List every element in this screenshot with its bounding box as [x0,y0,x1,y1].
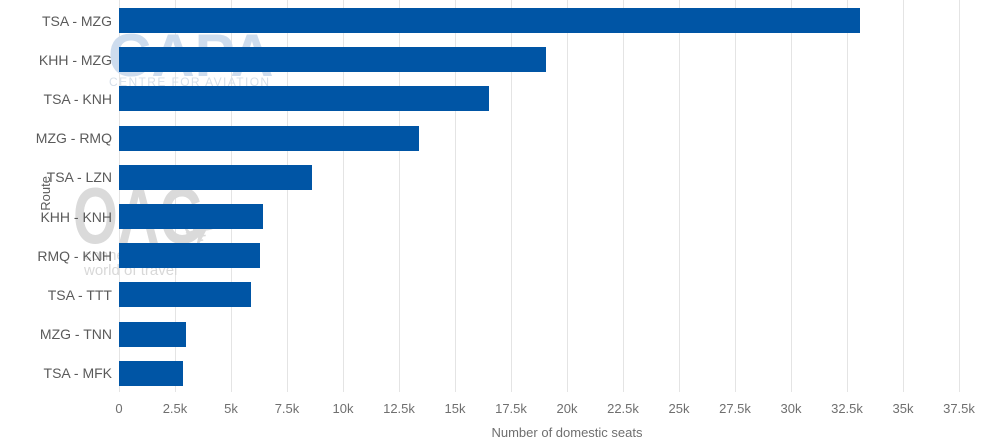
oag-watermark-title: OAG [73,171,205,260]
x-axis-title: Number of domestic seats [491,425,643,440]
category-label: TSA - LZN [46,169,112,186]
category-label: RMQ - KNH [37,247,112,264]
category-label: TSA - KNH [43,90,112,107]
capa-watermark-title: CAPA [108,22,274,89]
gridline [623,0,624,392]
bar-tsa-knh[interactable] [119,86,489,112]
gridline [175,0,176,392]
gridline [567,0,568,392]
gridline [679,0,680,392]
x-tick-label: 7.5k [274,401,300,416]
bar-rmq-knh[interactable] [119,243,261,269]
category-label: MZG - TNN [39,326,112,343]
gridline [119,0,120,392]
bar-mzg-rmq[interactable] [119,125,420,151]
bar-tsa-mzg[interactable] [119,8,861,33]
gridline [287,0,288,392]
x-tick-label: 32.5k [831,401,863,416]
gridline [903,0,904,392]
x-tick-label: 15k [444,401,466,416]
x-tick-label: 5k [224,401,238,416]
category-label: MZG - RMQ [35,130,112,147]
plane-icon: ✈ [179,207,221,257]
bar-khh-knh[interactable] [119,204,264,229]
gridline [343,0,344,392]
oag-watermark-tagline-2: world of travel [84,262,178,279]
gridline [455,0,456,392]
bar-tsa-ttt[interactable] [119,282,252,308]
category-label: TSA - MZG [42,12,112,29]
x-tick-label: 37.5k [943,401,975,416]
x-tick-label: 10k [332,401,354,416]
x-tick-label: 30k [780,401,802,416]
gridline [735,0,736,392]
gridline [959,0,960,392]
x-tick-label: 20k [556,401,578,416]
gridline [231,0,232,392]
x-tick-label: 12.5k [383,401,415,416]
bar-tsa-lzn[interactable] [119,164,312,190]
bar-mzg-tnn[interactable] [119,321,187,347]
gridline [399,0,400,392]
x-tick-label: 17.5k [495,401,527,416]
gridline [847,0,848,392]
oag-watermark-tagline-1: connecting the [84,247,182,264]
x-tick-label: 2.5k [162,401,188,416]
x-tick-label: 22.5k [607,401,639,416]
gridline [791,0,792,392]
capa-watermark-subtitle: CENTRE FOR AVIATION [109,75,271,89]
gridline [511,0,512,392]
x-tick-label: 25k [668,401,690,416]
category-label: KHH - KNH [40,208,112,225]
x-tick-label: 0 [115,401,123,416]
bar-khh-mzg[interactable] [119,47,546,73]
category-label: TSA - TTT [47,286,112,303]
y-axis-title: Route [38,176,53,211]
category-label: TSA - MFK [43,365,112,382]
x-tick-label: 27.5k [719,401,751,416]
bar-tsa-mfk[interactable] [119,360,183,386]
x-tick-label: 35k [892,401,914,416]
category-label: KHH - MZG [38,51,112,68]
